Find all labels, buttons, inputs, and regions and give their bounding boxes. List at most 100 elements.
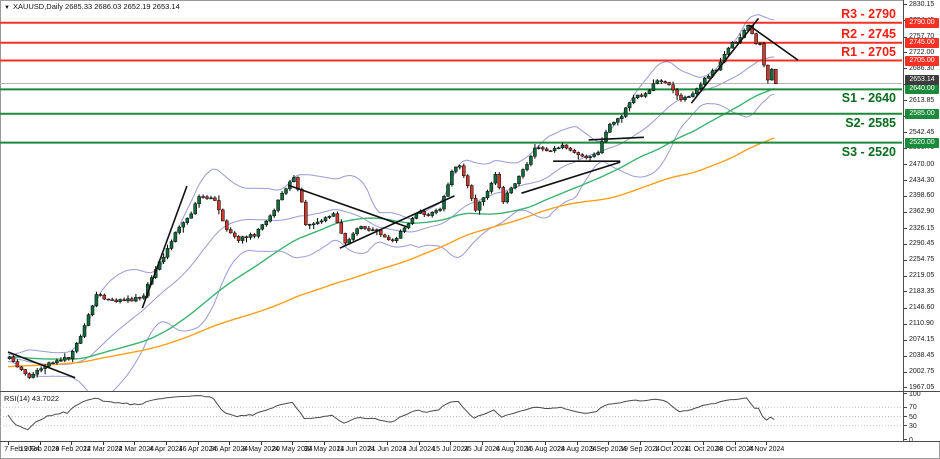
date-tick-mark bbox=[39, 442, 41, 445]
date-tick-mark bbox=[355, 442, 357, 445]
sr-level-lines[interactable] bbox=[0, 21, 902, 144]
price-tick-mark bbox=[904, 132, 907, 134]
date-label: 23 Oct 2024 bbox=[715, 446, 754, 453]
price-tick-label: 2542.45 bbox=[909, 128, 935, 136]
resistance-price-box: 2790.00 bbox=[905, 17, 939, 28]
price-tick-mark bbox=[904, 339, 907, 341]
price-tick-mark bbox=[904, 100, 907, 102]
bollinger-bands bbox=[7, 14, 775, 391]
price-tick-label: 2722.00 bbox=[909, 48, 935, 56]
price-tick-label: 2398.60 bbox=[909, 192, 935, 200]
bb-middle bbox=[7, 56, 775, 365]
price-tick-label: 2038.45 bbox=[909, 352, 935, 360]
date-tick-mark bbox=[703, 442, 705, 445]
bb-lower bbox=[7, 93, 775, 391]
date-label: 16 Aug 2024 bbox=[525, 446, 565, 453]
support-label: S2- 2585 bbox=[845, 115, 896, 130]
date-tick-mark bbox=[229, 442, 231, 445]
resistance-price-box: 2705.00 bbox=[905, 55, 939, 66]
trendline bbox=[7, 351, 76, 379]
date-label: 20 May 2024 bbox=[272, 446, 313, 453]
trendlines[interactable] bbox=[7, 17, 799, 379]
trendline bbox=[141, 185, 188, 309]
price-tick-mark bbox=[904, 36, 907, 38]
date-tick-mark bbox=[545, 442, 547, 445]
resistance-label: R3 - 2790 bbox=[841, 6, 896, 21]
date-tick-mark bbox=[197, 442, 199, 445]
price-tick-label: 2254.75 bbox=[909, 256, 935, 264]
price-tick-mark bbox=[904, 164, 907, 166]
price-tick-mark bbox=[904, 195, 907, 197]
rsi-scale-label: 100 bbox=[909, 390, 921, 398]
date-label: 11 Jun 2024 bbox=[336, 446, 375, 453]
price-axis[interactable]: 2830.152794.452757.702722.002686.302650.… bbox=[903, 0, 940, 444]
rsi-scale-tick bbox=[904, 393, 907, 394]
date-tick-mark bbox=[576, 442, 578, 445]
date-label: 26 Apr 2024 bbox=[210, 446, 249, 453]
trendline bbox=[588, 136, 645, 141]
date-label: 11 Oct 2024 bbox=[684, 446, 722, 453]
trendline bbox=[690, 17, 760, 104]
date-label: 6 Aug 2024 bbox=[495, 446, 532, 453]
price-tick-mark bbox=[904, 147, 907, 149]
price-tick-mark bbox=[904, 211, 907, 213]
ohlc-readout: ▼ XAUUSD,Daily 2685.33 2686.03 2652.19 26… bbox=[4, 2, 180, 11]
price-tick-mark bbox=[904, 4, 907, 6]
price-tick-label: 2613.85 bbox=[909, 96, 935, 104]
date-label: 22 Mar 2024 bbox=[114, 446, 155, 453]
date-label: 4 Apr 2024 bbox=[149, 446, 183, 453]
date-label: 15 Jul 2024 bbox=[432, 446, 469, 453]
date-tick-mark bbox=[640, 442, 641, 445]
date-label: 4 Nov 2024 bbox=[748, 446, 785, 453]
date-label: 30 May 2024 bbox=[303, 446, 345, 453]
date-tick-mark bbox=[292, 442, 294, 445]
date-tick-mark bbox=[102, 442, 104, 445]
ma-slow-line bbox=[7, 137, 775, 368]
date-tick-mark bbox=[418, 442, 420, 445]
rsi-indicator-pane[interactable] bbox=[0, 392, 902, 441]
support-price-box: 2640.00 bbox=[905, 84, 939, 95]
price-tick-label: 2757.70 bbox=[909, 33, 935, 41]
time-axis[interactable]: 7 Feb 2024 19 Feb 2024 29 Feb 2024 12 Mar 2… bbox=[0, 442, 902, 459]
price-tick-label: 2686.30 bbox=[909, 64, 935, 72]
price-tick-label: 2074.15 bbox=[909, 336, 935, 344]
price-tick-mark bbox=[904, 180, 907, 182]
date-tick-mark bbox=[71, 442, 73, 445]
price-tick-label: 2362.90 bbox=[909, 208, 935, 216]
trendline bbox=[288, 184, 408, 228]
bb-upper bbox=[7, 14, 775, 356]
price-tick-label: 2506.75 bbox=[909, 144, 935, 152]
price-tick-mark bbox=[904, 259, 907, 261]
price-chart-pane[interactable] bbox=[0, 0, 902, 391]
rsi-scale-label: 30 bbox=[909, 422, 917, 430]
support-price-box: 2520.00 bbox=[905, 137, 939, 148]
rsi-scale-tick bbox=[904, 416, 907, 417]
date-tick-mark bbox=[324, 442, 325, 445]
date-tick-mark bbox=[387, 442, 389, 445]
pane-separator[interactable] bbox=[0, 391, 940, 392]
date-label: 8 May 2024 bbox=[242, 446, 280, 453]
date-label: 16 Apr 2024 bbox=[178, 446, 217, 453]
rsi-scale-label: 0 bbox=[909, 436, 913, 444]
date-tick-mark bbox=[513, 442, 515, 445]
price-tick-label: 2183.35 bbox=[909, 287, 935, 295]
rsi-scale-tick bbox=[904, 425, 907, 427]
date-label: 1 Oct 2024 bbox=[654, 446, 689, 453]
date-tick-mark bbox=[8, 442, 9, 445]
date-label: 12 Mar 2024 bbox=[83, 446, 123, 453]
date-tick-mark bbox=[134, 442, 136, 445]
price-tick-label: 2830.15 bbox=[909, 0, 935, 8]
price-tick-mark bbox=[904, 228, 907, 230]
symbol-marker-icon: ▼ bbox=[4, 5, 10, 11]
date-label: 21 Jun 2024 bbox=[367, 446, 407, 453]
rsi-line bbox=[7, 395, 775, 431]
date-tick-mark bbox=[450, 442, 452, 445]
price-tick-label: 2219.05 bbox=[909, 272, 935, 280]
trendline bbox=[339, 195, 455, 249]
price-tick-label: 2326.15 bbox=[909, 224, 935, 232]
date-tick-mark bbox=[766, 442, 768, 445]
date-tick-mark bbox=[482, 442, 483, 445]
resistance-label: R2 - 2745 bbox=[841, 26, 896, 41]
date-label: 7 Feb 2024 bbox=[4, 446, 40, 453]
